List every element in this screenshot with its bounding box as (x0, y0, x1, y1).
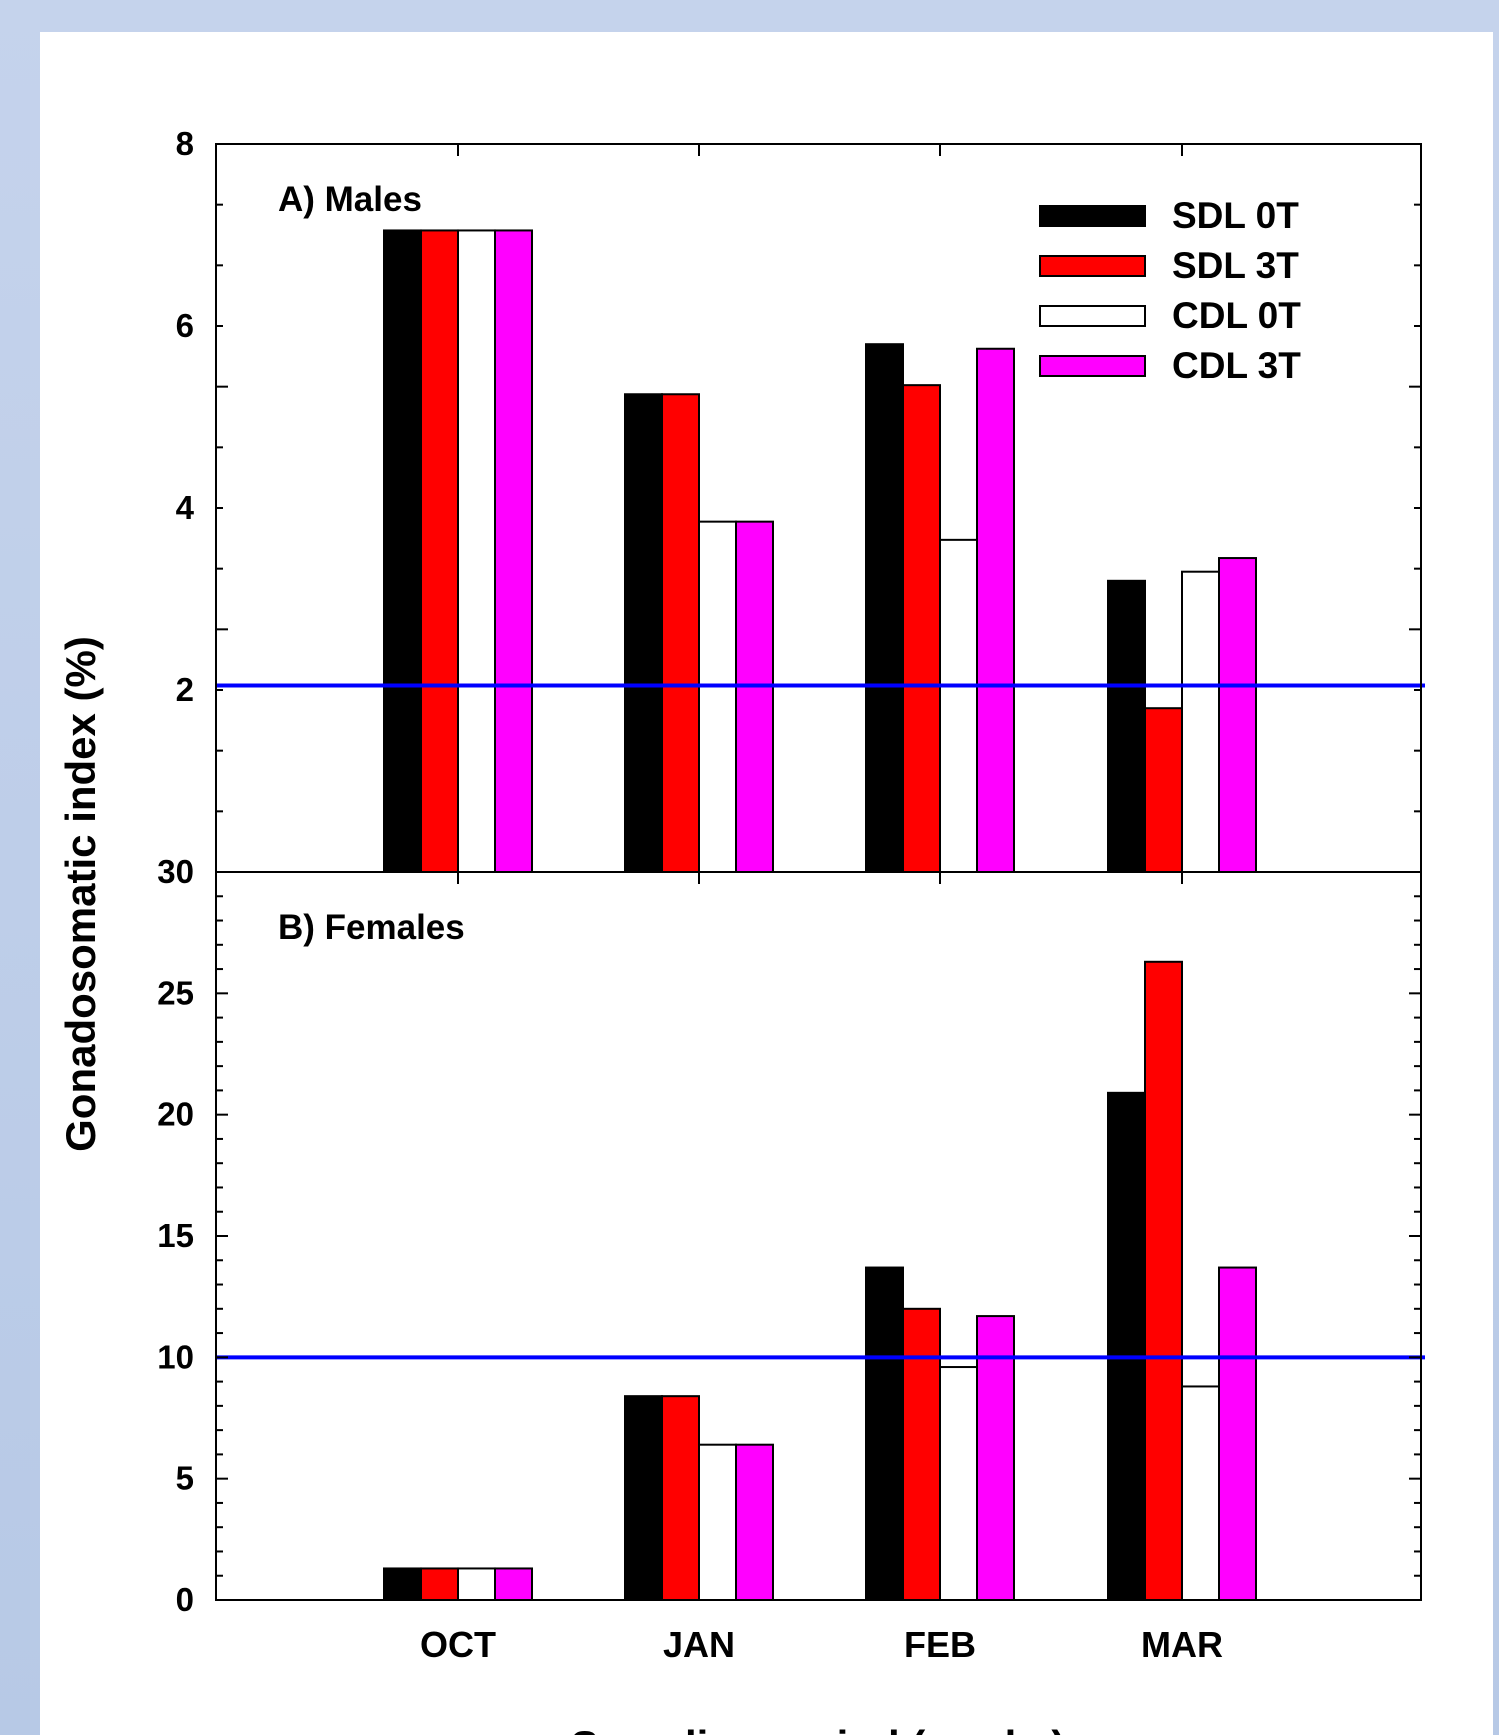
bar-males-feb-sdl-3t (902, 384, 941, 873)
bar-females-mar-cdl-3t (1218, 1266, 1257, 1601)
bar-females-jan-sdl-3t (661, 1395, 700, 1602)
x-tick-label-feb: FEB (904, 1624, 976, 1665)
legend-swatch-sdl-0t (1039, 205, 1146, 227)
x-tick-label-mar: MAR (1141, 1624, 1223, 1665)
legend-swatch-cdl-3t (1039, 355, 1146, 377)
y-tick-label: 5 (176, 1460, 194, 1497)
legend-label-sdl-3t: SDL 3T (1172, 245, 1299, 286)
x-tick-label-jan: JAN (663, 1624, 735, 1665)
bar-females-feb-sdl-0t (865, 1266, 904, 1601)
panel-label-females: B) Females (278, 908, 465, 947)
y-tick-label: 8 (176, 125, 194, 162)
bar-males-jan-sdl-0t (624, 393, 663, 873)
y-tick-label: 20 (157, 1096, 194, 1133)
bar-females-mar-sdl-3t (1144, 960, 1183, 1601)
bar-males-feb-cdl-3t (976, 347, 1015, 873)
bar-females-oct-sdl-3t (420, 1567, 459, 1602)
bar-females-oct-sdl-0t (383, 1567, 422, 1602)
legend-label-cdl-0t: CDL 0T (1172, 295, 1301, 336)
legend-label-cdl-3t: CDL 3T (1172, 345, 1301, 386)
bar-males-mar-sdl-3t (1144, 707, 1183, 874)
bar-females-jan-sdl-0t (624, 1395, 663, 1602)
gsi-chart: 8 6 4 2 A) Males 30 25 20 15 10 5 0 B) Females OCT JAN… (57, 125, 1425, 1735)
y-tick-label: 6 (176, 307, 194, 344)
bar-females-jan-cdl-0t (698, 1443, 737, 1602)
x-axis-title: Sampling period (weeks) (571, 1722, 1066, 1735)
bar-males-jan-cdl-0t (698, 520, 737, 873)
y-tick-label: 15 (157, 1217, 194, 1254)
y-tick-label: 25 (157, 974, 194, 1011)
figure-panel: 8 6 4 2 A) Males 30 25 20 15 10 5 0 B) Females OCT JAN… (40, 32, 1493, 1735)
y-tick-label: 10 (157, 1338, 194, 1375)
bar-males-jan-cdl-3t (735, 520, 774, 873)
bar-females-oct-cdl-3t (494, 1567, 533, 1602)
bar-males-oct-sdl-0t (383, 229, 422, 873)
bar-males-jan-sdl-3t (661, 393, 700, 873)
bar-males-oct-sdl-3t (420, 229, 459, 873)
bar-males-oct-cdl-3t (494, 229, 533, 873)
bar-males-mar-sdl-0t (1107, 579, 1146, 873)
x-tick-label-oct: OCT (420, 1624, 496, 1665)
y-axis-title: Gonadosomatic index (%) (57, 636, 104, 1152)
y-tick-label: 2 (176, 671, 194, 708)
bar-males-mar-cdl-3t (1218, 557, 1257, 873)
legend-swatch-sdl-3t (1039, 255, 1146, 277)
y-tick-label: 0 (176, 1581, 194, 1618)
bar-males-mar-cdl-0t (1181, 570, 1220, 873)
legend-swatch-cdl-0t (1039, 305, 1146, 327)
bar-males-feb-sdl-0t (865, 343, 904, 873)
bar-females-feb-sdl-3t (902, 1307, 941, 1602)
y-tick-label: 30 (157, 853, 194, 890)
bar-females-oct-cdl-0t (457, 1567, 496, 1602)
bar-males-feb-cdl-0t (939, 538, 978, 873)
bar-females-mar-sdl-0t (1107, 1091, 1146, 1601)
bar-males-oct-cdl-0t (457, 229, 496, 873)
y-tick-label: 4 (176, 489, 195, 526)
bar-females-feb-cdl-3t (976, 1315, 1015, 1601)
legend-label-sdl-0t: SDL 0T (1172, 195, 1299, 236)
bar-females-feb-cdl-0t (939, 1366, 978, 1602)
bar-females-mar-cdl-0t (1181, 1385, 1220, 1602)
bar-females-jan-cdl-3t (735, 1443, 774, 1602)
panel-label-males: A) Males (278, 180, 422, 219)
